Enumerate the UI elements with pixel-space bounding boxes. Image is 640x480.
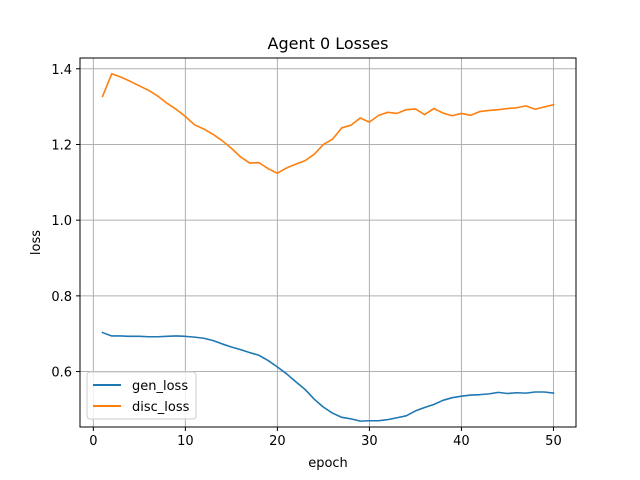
legend-box — [86, 371, 197, 420]
grid — [80, 58, 576, 427]
series-line-disc-loss — [101, 72, 555, 175]
legend: gen_loss disc_loss — [86, 371, 197, 420]
x-tick-label: 10 — [177, 434, 194, 449]
x-tick-label: 0 — [89, 434, 97, 449]
y-tick-label: 1.4 — [51, 63, 72, 78]
ticks: 0 10 20 30 40 50 0.6 0.8 1.0 1.2 1.4 — [51, 63, 561, 449]
x-tick-label: 20 — [269, 434, 286, 449]
x-tick-label: 40 — [453, 434, 470, 449]
y-tick-label: 0.6 — [51, 366, 72, 381]
y-axis-label: loss — [29, 230, 44, 255]
x-tick-label: 30 — [361, 434, 378, 449]
y-tick-label: 1.0 — [51, 214, 72, 229]
legend-label-disc-loss: disc_loss — [132, 400, 190, 415]
chart-title: Agent 0 Losses — [268, 34, 389, 53]
y-tick-label: 1.2 — [51, 138, 72, 153]
series-line-gen-loss — [101, 331, 555, 422]
x-axis-label: epoch — [308, 456, 348, 471]
plot-area — [101, 72, 555, 422]
x-tick-label: 50 — [545, 434, 562, 449]
y-tick-label: 0.8 — [51, 290, 72, 305]
legend-label-gen-loss: gen_loss — [132, 379, 188, 394]
axes-frame — [79, 57, 577, 428]
